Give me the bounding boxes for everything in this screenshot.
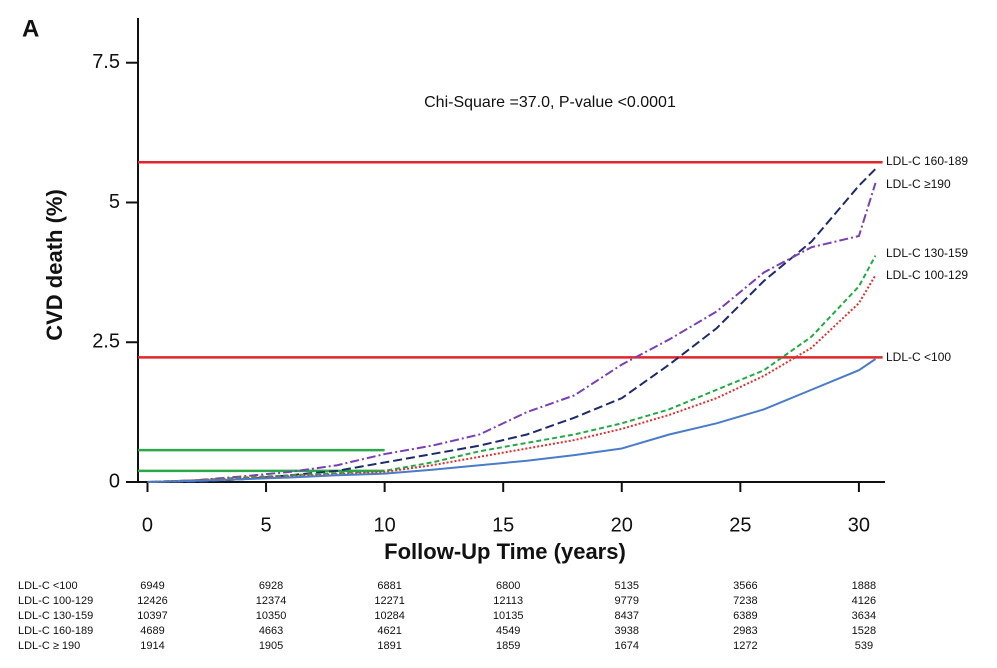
risk-count: 4663	[259, 625, 283, 637]
risk-count: 1674	[615, 640, 639, 652]
series-label: LDL-C 130-159	[886, 246, 968, 260]
risk-count: 1528	[852, 625, 876, 637]
x-tick-label: 25	[729, 514, 751, 536]
series-line	[147, 274, 877, 483]
risk-count: 2983	[733, 625, 757, 637]
risk-count: 12426	[137, 595, 168, 607]
risk-row-label: LDL-C 160-189	[18, 625, 93, 637]
y-tick-label: 0	[109, 470, 120, 492]
series-label: LDL-C 100-129	[886, 268, 968, 282]
x-tick-label: 30	[848, 514, 870, 536]
risk-count: 10397	[137, 610, 168, 622]
risk-count: 3938	[615, 625, 639, 637]
y-axis-title: CVD death (%)	[42, 189, 67, 341]
x-tick-label: 15	[492, 514, 514, 536]
x-tick-label: 20	[611, 514, 633, 536]
risk-count: 1888	[852, 580, 876, 592]
y-tick-label: 2.5	[92, 331, 120, 353]
risk-count: 1272	[733, 640, 757, 652]
risk-count: 12374	[256, 595, 287, 607]
risk-count: 10135	[493, 610, 524, 622]
risk-count: 4549	[496, 625, 520, 637]
series-line	[147, 168, 877, 483]
risk-row-label: LDL-C 130-159	[18, 610, 93, 622]
series-label: LDL-C 160-189	[886, 154, 968, 168]
risk-count: 8437	[615, 610, 639, 622]
series-label: LDL-C ≥190	[886, 177, 951, 191]
x-axis-title: Follow-Up Time (years)	[384, 539, 626, 564]
risk-count: 4621	[377, 625, 401, 637]
risk-count: 4126	[852, 595, 876, 607]
risk-count: 539	[855, 640, 873, 652]
risk-row-label: LDL-C ≥ 190	[18, 640, 80, 652]
risk-count: 6928	[259, 580, 283, 592]
risk-count: 4689	[140, 625, 164, 637]
risk-row-label: LDL-C <100	[18, 580, 78, 592]
y-tick-label: 7.5	[92, 51, 120, 73]
x-tick-label: 5	[260, 514, 271, 536]
series-label: LDL-C <100	[886, 350, 951, 364]
risk-count: 1891	[377, 640, 401, 652]
risk-count: 3634	[852, 610, 876, 622]
risk-count: 10350	[256, 610, 287, 622]
x-tick-label: 10	[374, 514, 396, 536]
annotation: Chi-Square =37.0, P-value <0.0001	[424, 94, 676, 111]
risk-count: 6949	[140, 580, 164, 592]
risk-count: 6389	[733, 610, 757, 622]
risk-count: 7238	[733, 595, 757, 607]
panel-label: A	[22, 15, 39, 42]
risk-count: 9779	[615, 595, 639, 607]
risk-count: 12113	[493, 595, 523, 607]
risk-count: 1859	[496, 640, 520, 652]
x-tick-label: 0	[142, 514, 153, 536]
series-line	[147, 358, 877, 483]
risk-count: 10284	[374, 610, 405, 622]
risk-count: 3566	[733, 580, 757, 592]
series-line	[147, 255, 877, 483]
risk-count: 1914	[140, 640, 164, 652]
risk-row-label: LDL-C 100-129	[18, 595, 93, 607]
series-line	[147, 182, 877, 483]
risk-count: 5135	[615, 580, 639, 592]
risk-count: 6800	[496, 580, 520, 592]
y-tick-label: 5	[109, 191, 120, 213]
risk-count: 12271	[374, 595, 405, 607]
risk-count: 1905	[259, 640, 283, 652]
risk-count: 6881	[377, 580, 401, 592]
